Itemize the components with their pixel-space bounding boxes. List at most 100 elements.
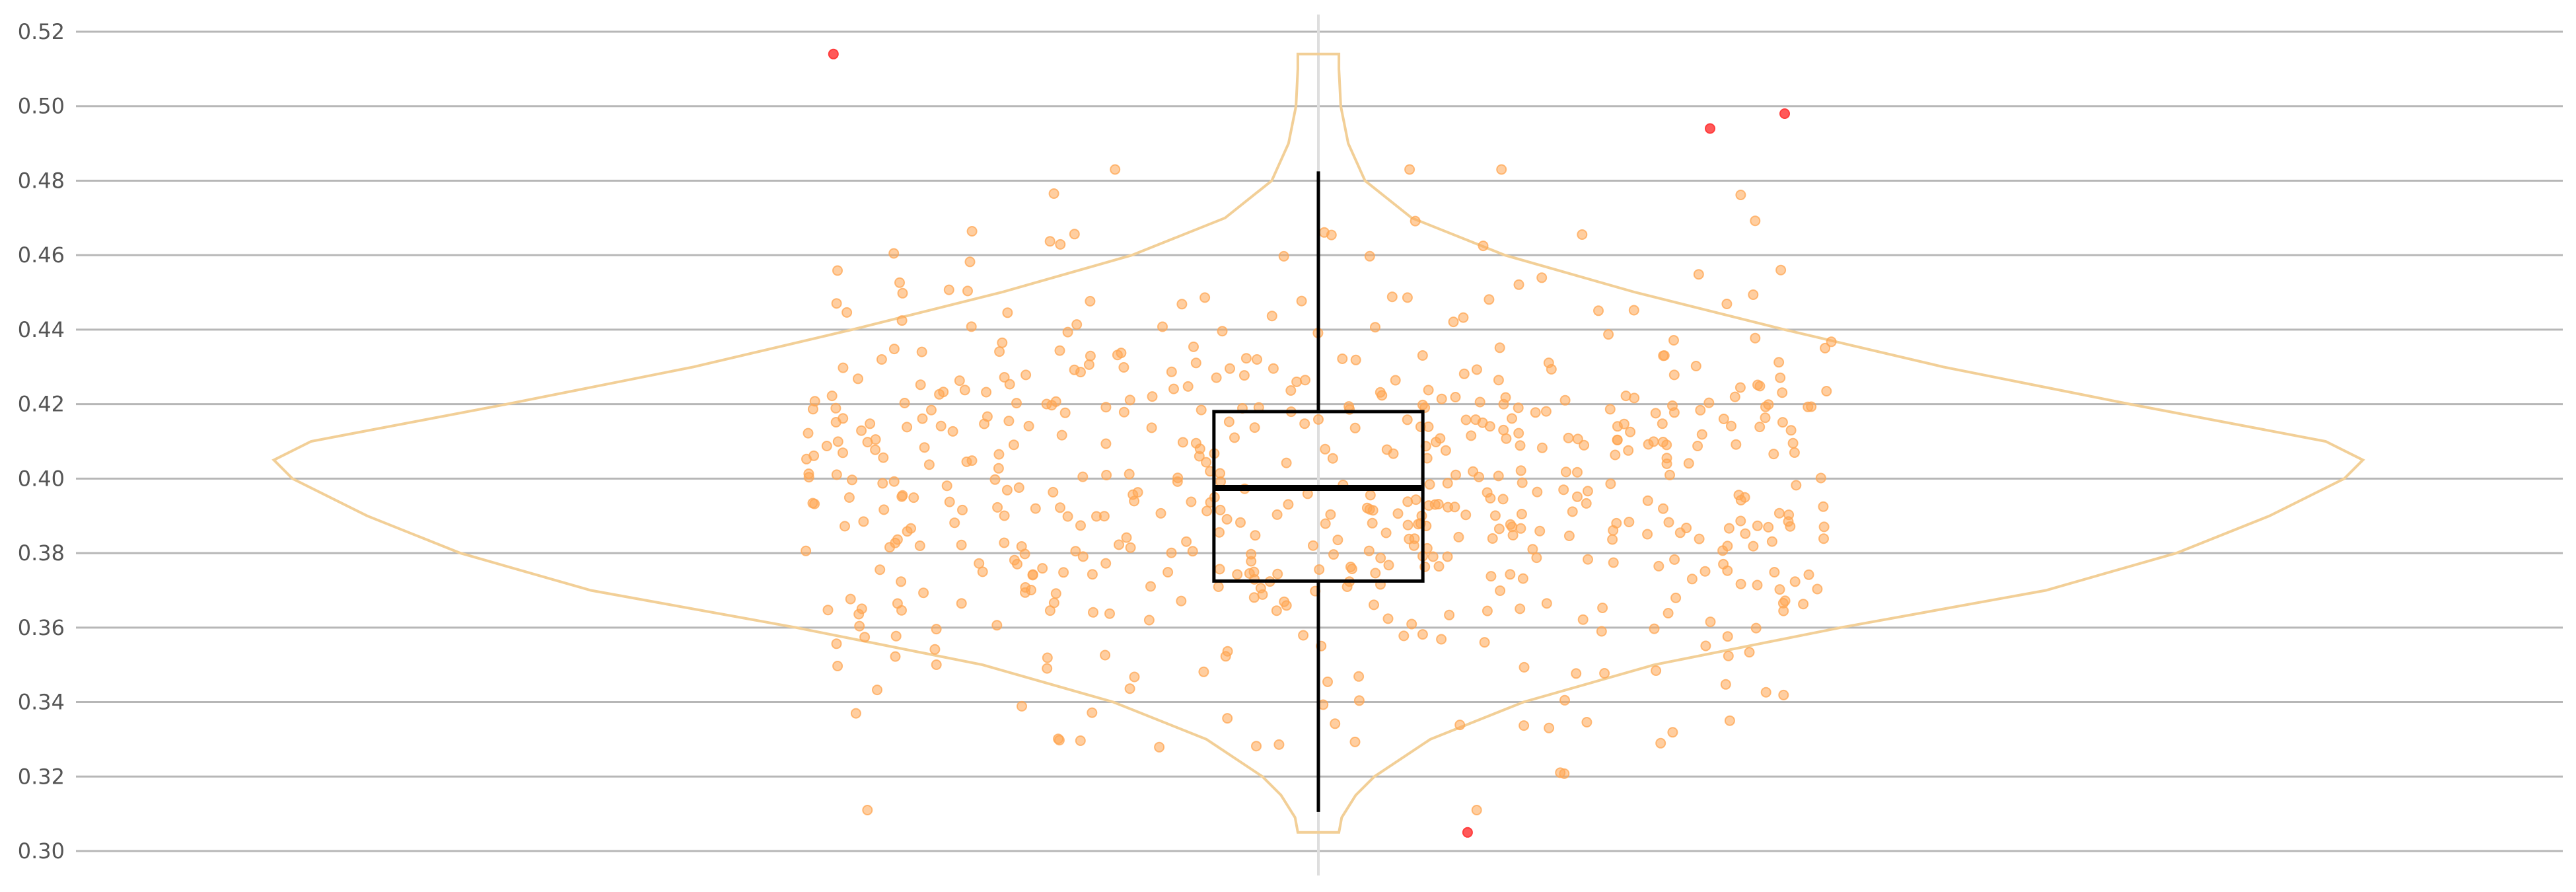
data-point	[1721, 299, 1733, 309]
data-point	[1062, 326, 1073, 338]
data-point	[1740, 528, 1751, 539]
data-point	[1448, 316, 1459, 328]
data-point	[1773, 357, 1785, 368]
data-point	[1532, 486, 1543, 498]
data-point	[1070, 546, 1081, 557]
data-point	[943, 284, 954, 295]
y-tick-label: 0.48	[18, 168, 65, 193]
data-point	[1121, 532, 1132, 543]
iqr-box	[1212, 410, 1425, 583]
data-point	[1350, 354, 1361, 365]
data-point	[954, 375, 965, 387]
data-point	[1686, 574, 1698, 585]
data-point	[1607, 534, 1618, 545]
data-point	[1498, 424, 1509, 435]
data-point	[944, 496, 955, 507]
data-point	[1266, 311, 1277, 322]
data-point	[956, 598, 967, 609]
data-point	[1100, 402, 1112, 413]
data-point	[1225, 363, 1235, 374]
data-point	[821, 441, 832, 451]
data-point	[1059, 407, 1071, 418]
data-point	[1285, 385, 1297, 396]
data-point	[1279, 596, 1290, 607]
data-point	[1071, 319, 1083, 330]
data-point	[1213, 581, 1224, 592]
data-point	[999, 510, 1010, 521]
data-point	[838, 447, 848, 459]
data-point	[1775, 264, 1787, 276]
data-point	[1735, 578, 1746, 589]
data-point	[1479, 637, 1490, 648]
data-point	[1501, 433, 1512, 444]
data-point	[875, 564, 886, 576]
data-point	[1696, 429, 1707, 440]
data-point	[1748, 540, 1759, 552]
data-point	[992, 502, 1003, 513]
data-point	[1198, 666, 1209, 677]
data-point	[1044, 236, 1055, 247]
data-point	[1577, 614, 1589, 625]
data-point	[1667, 727, 1678, 738]
data-point	[1211, 372, 1222, 383]
data-point	[897, 287, 908, 299]
outliers	[828, 48, 1790, 838]
data-point	[878, 452, 889, 463]
data-point	[1471, 364, 1482, 375]
data-point	[1398, 630, 1410, 642]
data-point	[1249, 422, 1260, 433]
violin-outline	[271, 52, 2365, 834]
data-point	[1482, 605, 1493, 616]
data-point	[1474, 396, 1485, 408]
data-point	[1642, 529, 1653, 540]
data-point	[1563, 531, 1575, 541]
y-tick-label: 0.30	[18, 838, 65, 864]
data-point	[1559, 768, 1570, 779]
data-point	[830, 402, 841, 414]
data-point	[1346, 564, 1357, 574]
data-point	[926, 404, 937, 416]
data-point	[1404, 164, 1415, 175]
data-point	[1041, 398, 1052, 410]
data-point	[1493, 470, 1504, 482]
data-point	[1803, 569, 1814, 580]
data-point	[1085, 295, 1096, 307]
data-point	[1543, 357, 1554, 369]
data-point	[870, 434, 881, 445]
data-point	[1100, 650, 1111, 661]
data-point	[1505, 569, 1516, 580]
data-point	[1187, 546, 1198, 557]
data-point	[1320, 443, 1331, 455]
data-point	[917, 413, 928, 424]
data-point	[1442, 478, 1453, 489]
data-point	[1695, 404, 1706, 416]
data-point	[1442, 551, 1453, 562]
data-point	[896, 491, 908, 502]
data-point	[1308, 540, 1318, 551]
data-point	[1507, 530, 1519, 540]
data-point	[1484, 294, 1495, 305]
data-point	[1821, 386, 1832, 396]
data-point	[1337, 353, 1348, 364]
data-point	[1075, 367, 1086, 378]
data-point	[1487, 533, 1498, 544]
data-point	[1513, 279, 1524, 290]
data-point	[1088, 607, 1098, 618]
data-point	[1692, 441, 1703, 451]
data-point	[1299, 418, 1310, 429]
data-point	[1223, 416, 1234, 427]
y-tick-label: 0.36	[18, 615, 65, 640]
data-point	[1663, 608, 1674, 618]
data-point	[1424, 479, 1435, 490]
data-point	[1003, 416, 1015, 427]
data-point	[1235, 517, 1246, 528]
data-point	[1110, 164, 1121, 175]
data-point	[1314, 564, 1325, 575]
data-point	[1663, 517, 1674, 528]
data-point	[1497, 494, 1509, 505]
data-point	[862, 805, 873, 815]
data-point	[1478, 241, 1489, 252]
data-point	[1763, 521, 1774, 533]
data-point	[1069, 229, 1080, 240]
